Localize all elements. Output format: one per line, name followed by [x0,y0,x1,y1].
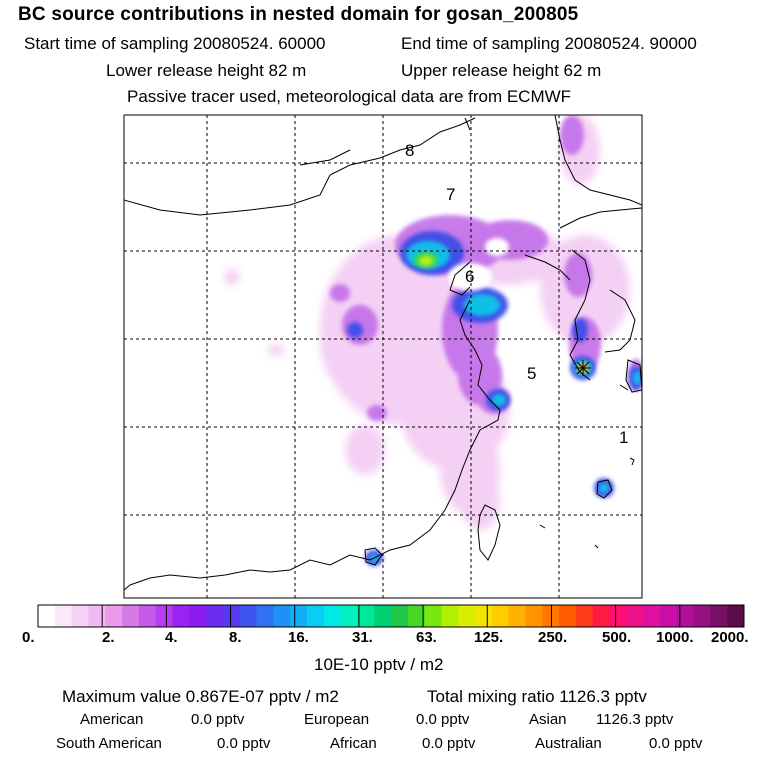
colorbar-cell [105,605,123,627]
colorbar-cell [542,605,560,627]
colorbar-cell [71,605,89,627]
concentration-field [224,115,642,566]
colorbar-tick: 0. [22,629,35,646]
colorbar-cell [155,605,173,627]
colorbar-cell [222,605,241,627]
colorbar-cell [122,605,140,627]
colorbar-cell [239,605,258,627]
upper-release-height-label: Upper release height 62 m [401,61,602,80]
colorbar-cell [592,605,611,627]
colorbar-cell [626,605,644,627]
colorbar-cell [643,605,661,627]
colorbar-tick: 250. [538,629,568,646]
colorbar-cell [575,605,594,627]
region-label-5: 5 [527,364,536,383]
colorbar-unit-label: 10E-10 pptv / m2 [314,655,444,674]
plot-title: BC source contributions in nested domain… [18,4,579,25]
region-south-american-label: South American [56,735,162,752]
colorbar-tick: 2000. [711,629,749,646]
colorbar-cell [710,605,728,627]
coastlines [124,115,642,591]
colorbar-cell [306,605,325,627]
lat-lon-grid [124,115,642,598]
colorbar-cell [273,605,291,627]
colorbar-tick: 8. [229,629,242,646]
colorbar-tick: 16. [288,629,309,646]
colorbar-cell [676,605,695,627]
colorbar-cell [727,605,745,627]
colorbar-cell [491,605,510,627]
colorbar-cell [357,605,375,627]
colorbar-tick: 2. [102,629,115,646]
region-european-label: European [304,711,370,728]
colorbar-cell [659,605,678,627]
colorbar-cell [340,605,358,627]
colorbar-cell [391,605,409,627]
region-australian-label: Australian [535,735,602,752]
colorbar-cell [323,605,342,627]
region-label-6: 6 [465,267,474,286]
region-american-label: American [80,711,144,728]
colorbar-cell [424,605,442,627]
colorbar-tick: 63. [416,629,437,646]
colorbar-cell [38,605,56,627]
colorbar-cell [458,605,476,627]
colorbar-cell [475,605,493,627]
end-time-label: End time of sampling 20080524. 90000 [401,34,697,53]
colorbar-cell [138,605,157,627]
colorbar-cell [441,605,459,627]
colorbar-cell [54,605,73,627]
region-label-7: 7 [446,185,455,204]
colorbar-tick: 500. [602,629,632,646]
region-european-value: 0.0 pptv [416,711,470,728]
colorbar-tick: 1000. [656,629,694,646]
colorbar-cell [172,605,190,627]
colorbar-cell [559,605,577,627]
star-marker-icon [575,360,591,376]
total-mixing-ratio: Total mixing ratio 1126.3 pptv [427,687,647,706]
region-asian-value: 1126.3 pptv [596,711,674,728]
region-label-8: 8 [405,141,414,160]
region-asian-label: Asian [529,711,567,728]
colorbar-cell [525,605,543,627]
colorbar-cell [508,605,526,627]
colorbar-cell [609,605,627,627]
start-time-label: Start time of sampling 20080524. 60000 [24,34,326,53]
map-frame [123,114,643,599]
colorbar-cell [189,605,207,627]
region-australian-value: 0.0 pptv [649,735,703,752]
colorbar-tick: 31. [352,629,373,646]
lower-release-height-label: Lower release height 82 m [106,61,307,80]
colorbar-cell [206,605,224,627]
colorbar-tick: 4. [165,629,178,646]
colorbar-cell [290,605,308,627]
colorbar-tick: 125. [474,629,504,646]
region-south-american-value: 0.0 pptv [217,735,271,752]
colorbar-cell [693,605,711,627]
maximum-value: Maximum value 0.867E-07 pptv / m2 [62,687,339,706]
region-african-value: 0.0 pptv [422,735,476,752]
region-african-label: African [330,735,377,752]
colorbar-cell [88,605,106,627]
region-american-value: 0.0 pptv [191,711,245,728]
colorbar-cell [374,605,392,627]
tracer-note: Passive tracer used, meteorological data… [127,87,572,106]
colorbar-cell [407,605,426,627]
colorbar-cell [256,605,274,627]
region-label-1: 1 [619,428,628,447]
